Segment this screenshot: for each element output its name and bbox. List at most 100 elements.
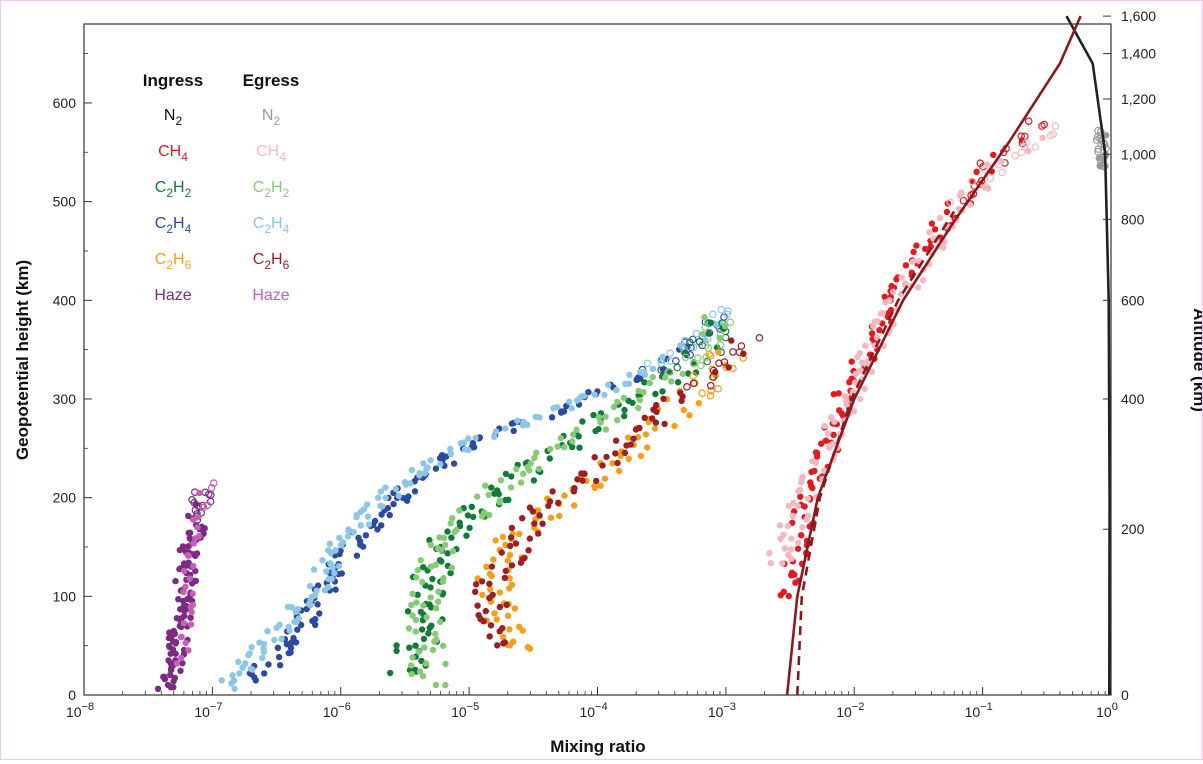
scatter-point [449,515,456,522]
scatter-point [701,314,708,321]
scatter-point [510,638,517,645]
scatter-point [595,413,603,421]
scatter-point [276,621,283,628]
scatter-point [295,615,302,622]
scatter-point [796,486,804,493]
scatter-point [207,483,216,492]
scatter-point [229,672,236,679]
scatter-point [621,449,629,456]
scatter-point [392,485,399,493]
scatter-point [599,462,606,469]
scatter-point [427,594,434,601]
scatter-point [652,390,659,398]
scatter-point [857,395,864,403]
scatter-point [640,368,648,376]
legend-entry: C2H4 [155,215,192,236]
scatter-point [325,583,332,591]
scatter-point [193,550,201,557]
scatter-point [507,534,515,541]
scatter-point [490,556,497,563]
scatter-point [292,639,300,646]
scatter-point [548,414,556,421]
scatter-point [500,634,507,641]
legend-entry: N2 [164,107,183,128]
scatter-point [365,521,373,528]
scatter-point [355,534,362,541]
scatter-point [405,493,412,500]
scatter-point [409,612,416,619]
scatter-point [668,378,675,385]
scatter-point [182,639,189,647]
scatter-point [674,379,682,386]
legend-entry: CH4 [158,143,188,164]
scatter-point [657,359,666,368]
scatter-point [976,159,985,168]
scatter-point [755,333,764,342]
scatter-point [931,226,939,233]
scatter-point [190,562,197,570]
scatter-point [546,498,554,505]
scatter-point [192,567,199,575]
scatter-point [486,633,493,640]
scatter-point [665,367,674,376]
scatter-point [850,408,858,415]
scatter-point [798,532,805,539]
scatter-point [506,575,513,582]
scatter-point [507,484,515,491]
scatter-point [456,507,463,514]
scatter-point [502,567,509,575]
scatter-point [578,470,585,477]
scatter-point [554,404,561,411]
scatter-point [426,536,433,544]
y2-tick-label: 1,600 [1121,8,1156,24]
scatter-point [194,524,201,531]
scatter-point [856,350,863,357]
scatter-point [707,386,715,395]
scatter-point [491,610,498,617]
scatter-point [539,520,546,527]
scatter-point [285,623,292,630]
scatter-point [439,642,447,649]
scatter-point [585,389,592,396]
scatter-point [506,551,514,559]
scatter-point [716,330,725,339]
x-tick-label: 10−5 [451,701,479,720]
scatter-point [512,540,520,547]
scatter-point [408,466,416,474]
scatter-point [429,646,437,654]
scatter-point [439,578,447,585]
scatter-point [287,644,295,652]
scatter-point [780,531,787,539]
scatter-point [695,400,703,407]
scatter-point [705,330,712,337]
scatter-point [185,647,192,654]
scatter-point [516,530,523,538]
scatter-point [181,602,188,609]
scatter-point [406,644,413,651]
scatter-point [781,545,789,552]
scatter-point [902,280,909,287]
scatter-point [677,342,684,349]
scatter-point [180,588,187,596]
scatter-point [720,358,729,366]
scatter-point [181,567,188,575]
x-tick-label: 10−3 [708,701,736,720]
scatter-point [271,636,278,644]
scatter-point [641,379,648,386]
x-tick-label: 10−1 [965,701,993,720]
scatter-point [570,488,578,495]
scatter-point [520,470,527,477]
scatter-point [591,391,598,398]
scatter-point [432,465,440,472]
scatter-point [326,540,334,547]
scatter-point [861,385,868,392]
scatter-point [492,428,500,435]
scatter-point [705,319,713,327]
scatter-point [958,189,965,196]
scatter-point [831,418,838,425]
scatter-point [625,434,632,441]
scatter-point [692,329,701,338]
scatter-point [959,196,968,205]
